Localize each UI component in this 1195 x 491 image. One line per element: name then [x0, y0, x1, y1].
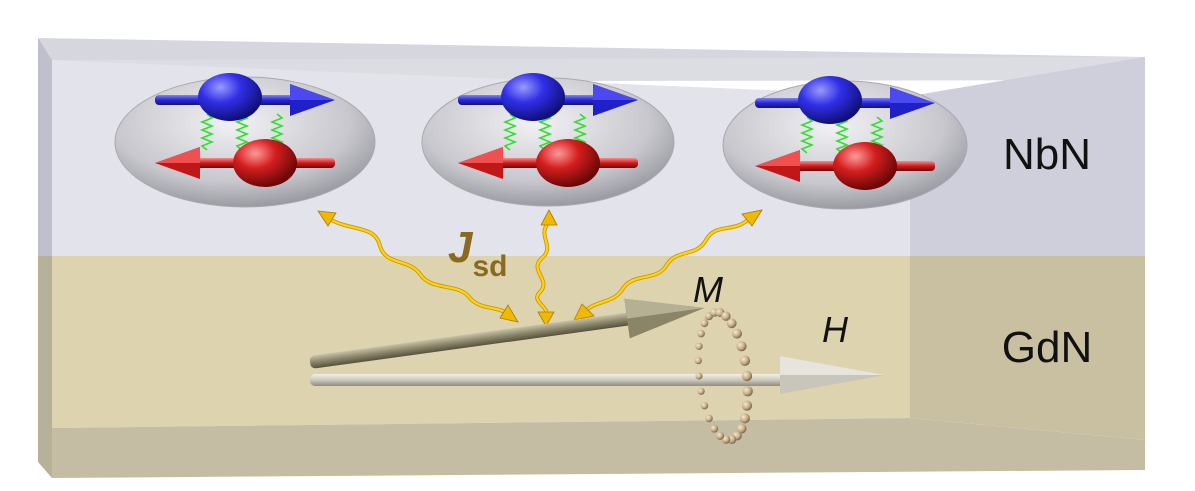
- field-label: H: [822, 309, 849, 350]
- precession-bead: [705, 414, 713, 423]
- jsd-symbol: J: [448, 223, 474, 272]
- cooper-pair: [722, 76, 968, 210]
- spin-down-electron: [833, 142, 897, 190]
- precession-orbit: [694, 308, 753, 444]
- gdn-floor: [52, 418, 1145, 478]
- precession-bead: [741, 400, 753, 411]
- precession-bead: [741, 370, 753, 382]
- precession-bead: [694, 357, 702, 365]
- precession-bead: [695, 372, 703, 380]
- spin-up-electron: [501, 73, 565, 121]
- wave-arrow-icon: [317, 210, 519, 323]
- precession-bead: [700, 319, 709, 328]
- precession-bead: [726, 318, 737, 329]
- nbn-side-face: [910, 57, 1145, 256]
- spin-up-electron: [798, 76, 862, 124]
- wave-arrow-icon: [535, 209, 558, 327]
- spin-down-electron: [536, 139, 600, 187]
- precession-bead: [721, 311, 731, 321]
- jsd-subscript: sd: [472, 250, 507, 283]
- jsd-coupling-waves: [317, 209, 763, 327]
- wave-arrow-icon: [573, 209, 763, 321]
- precession-bead: [732, 328, 742, 339]
- precession-bead: [697, 329, 705, 338]
- magnetization-label: M: [693, 269, 723, 310]
- nbn-label: NbN: [1003, 130, 1091, 179]
- precession-bead: [739, 413, 750, 424]
- precession-bead: [721, 435, 731, 444]
- precession-bead: [742, 386, 753, 397]
- precession-bead: [739, 355, 751, 366]
- spin-down-electron: [233, 139, 297, 187]
- precession-bead: [736, 423, 747, 434]
- cooper-pair: [421, 73, 675, 207]
- precession-bead: [710, 424, 719, 433]
- jsd-label: Jsd: [448, 223, 508, 283]
- gdn-label: GdN: [1002, 323, 1092, 372]
- precession-bead: [700, 402, 709, 410]
- magnetization-arrow-icon: [309, 298, 705, 369]
- field-arrow-icon: [310, 356, 885, 394]
- cooper-pair: [114, 73, 376, 208]
- precession-bead: [697, 387, 705, 395]
- nbn-top-face: [38, 38, 1145, 60]
- spin-up-electron: [198, 73, 262, 121]
- precession-bead: [695, 342, 703, 350]
- gdn-side-face: [910, 256, 1145, 440]
- precession-bead: [736, 341, 747, 352]
- precession-bead: [716, 431, 725, 440]
- left-edge-bottom: [38, 256, 52, 478]
